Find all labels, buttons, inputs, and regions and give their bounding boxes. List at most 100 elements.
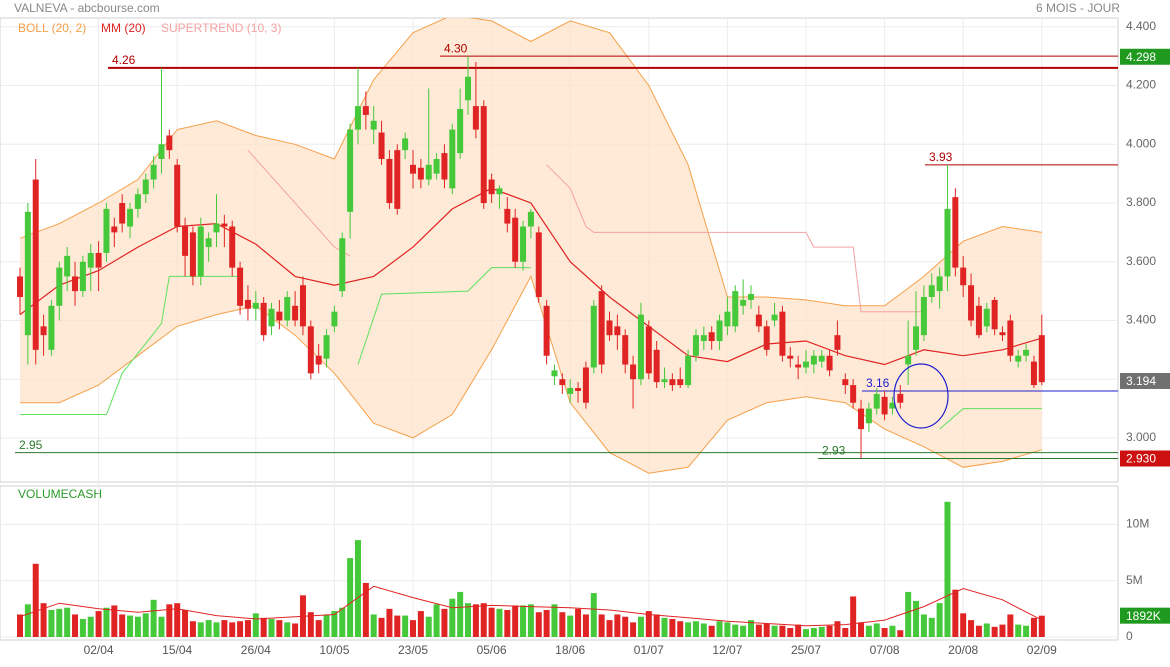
volume-bar [56,608,63,637]
volume-bar [205,620,212,637]
candle-body [386,158,393,204]
volume-bar [347,558,354,637]
volume-bar [520,605,527,637]
y-tick-label: 4.400 [1126,19,1156,33]
volume-bar [32,563,39,637]
candle-body [174,164,181,227]
volume-bar [685,622,692,637]
volume-bar [771,625,778,637]
candle-body [732,291,739,327]
candle-body [803,361,809,368]
level-label: 4.26 [112,53,136,67]
volume-bar [433,604,440,637]
volume-bar [237,621,244,637]
volume-bar [24,604,31,637]
candle-body [983,308,990,327]
candle-body [535,232,542,297]
volume-bar [449,598,456,637]
volume-bar [881,627,888,637]
candle-body [64,255,71,277]
candle-body [1030,361,1037,386]
candle-body [685,355,692,386]
volume-bar [127,615,134,637]
x-tick-label: 20/08 [948,643,978,657]
volume-bar [889,625,896,637]
volume-bar [999,624,1006,637]
candle-body [457,109,464,154]
volume-bar [567,615,574,637]
candle-body [1015,355,1022,362]
candle-body [79,261,86,292]
volume-bar [182,609,189,637]
candle-body [237,267,244,306]
candle-body [166,135,173,151]
volume-bar [1038,615,1045,637]
price-tag [1120,450,1170,467]
candle-body [700,335,707,342]
volume-bar [268,618,275,637]
volume-bar [229,622,236,637]
volume-bar [323,614,330,637]
y-tick-label: 3.600 [1126,254,1156,268]
volume-bar [142,613,149,637]
candle-body [410,164,416,174]
candle-body [182,226,189,256]
volume-bar [472,604,479,637]
volume-bar [315,620,322,637]
volume-bar [732,624,739,637]
volume-bar [755,624,762,637]
candle-body [17,276,23,297]
x-tick-label: 23/05 [398,643,428,657]
candle-body [716,320,723,342]
y-tick-label: 10M [1126,516,1149,530]
volume-bar [637,616,644,637]
volume-bar [339,607,346,637]
volume-bar [810,627,817,637]
volume-bar [630,622,637,637]
level-label: 3.93 [929,150,953,164]
volume-bar [944,501,951,637]
volume-bar [386,608,393,637]
candle-body [763,326,770,350]
band-fill [20,18,1042,474]
candle-body [32,179,39,350]
volume-bar [1015,624,1022,637]
volume-bar [905,591,912,637]
candle-body [417,167,424,180]
candle-body [952,197,959,268]
candle-body [480,106,487,204]
candle-body [630,364,637,380]
volume-bar [818,626,825,637]
candle-body [740,299,747,306]
x-tick-label: 25/07 [791,643,821,657]
volume-bar [87,616,94,637]
y-tick-label: 5M [1126,573,1143,587]
y-tick-label: 4.200 [1126,78,1156,92]
volume-title: VOLUMECASH [18,487,102,501]
volume-bar [590,593,597,637]
volume-bar [779,625,786,637]
y-tick-label: 3.000 [1126,430,1156,444]
volume-bar [292,623,299,637]
candle-body [520,226,527,262]
candle-body [873,393,880,409]
volume-bar [134,616,141,637]
candle-body [771,314,778,321]
volume-bar [983,623,990,637]
candle-body [95,252,102,268]
volume-bar [276,620,283,637]
candle-body [928,285,935,297]
x-tick-label: 02/09 [1027,643,1057,657]
volume-bar [213,622,220,637]
x-tick-label: 02/04 [84,643,114,657]
candle-body [465,76,472,101]
volume-bar [394,615,401,637]
volume-bar [307,612,314,637]
candle-body [787,355,794,359]
candle-body [197,226,204,277]
volume-bar [512,605,519,637]
x-tick-label: 05/06 [477,643,507,657]
candle-body [339,238,346,292]
volume-bar [669,618,676,637]
level-label: 3.16 [866,376,890,390]
